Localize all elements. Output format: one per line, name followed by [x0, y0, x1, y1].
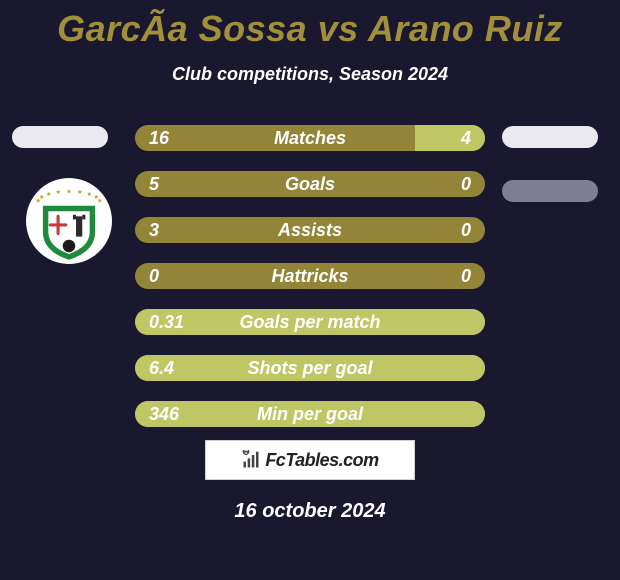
stat-value-left: 6.4	[149, 355, 174, 381]
site-logo-box: FcTables.com	[205, 440, 415, 480]
club-crest	[26, 178, 112, 264]
stat-label: Min per goal	[135, 401, 485, 427]
stat-label: Shots per goal	[135, 355, 485, 381]
page-subtitle: Club competitions, Season 2024	[0, 64, 620, 85]
stat-row: Goals5 0	[135, 171, 485, 197]
stat-label: Goals	[135, 171, 485, 197]
stat-row: Assists3 0	[135, 217, 485, 243]
chart-bars-icon	[241, 450, 261, 470]
stat-value-right: 4	[461, 125, 471, 151]
stat-value-left: 0	[149, 263, 159, 289]
stat-value-left: 0.31	[149, 309, 184, 335]
comparison-bars: Matches164Goals50Assists30Hattricks00Goa…	[135, 125, 485, 447]
player1-badge-placeholder-1	[12, 126, 108, 148]
player2-badge-placeholder-2	[502, 180, 598, 202]
stat-value-left: 16	[149, 125, 169, 151]
footer-date: 16 october 2024	[0, 500, 620, 523]
club-crest-svg	[30, 182, 108, 260]
page-title: GarcÃa Sossa vs Arano Ruiz	[0, 0, 620, 50]
stat-value-right: 0	[461, 217, 471, 243]
site-logo-text: FcTables.com	[265, 450, 378, 471]
stat-value-right: 0	[461, 171, 471, 197]
stat-value-right: 0	[461, 263, 471, 289]
stat-row: Matches16 4	[135, 125, 485, 151]
stat-row: Min per goal346	[135, 401, 485, 427]
stat-row: Goals per match0.31	[135, 309, 485, 335]
stat-row: Shots per goal6.4	[135, 355, 485, 381]
stat-value-left: 5	[149, 171, 159, 197]
stat-value-left: 3	[149, 217, 159, 243]
stat-row: Hattricks0 0	[135, 263, 485, 289]
stat-label: Matches	[135, 125, 485, 151]
stat-label: Hattricks	[135, 263, 485, 289]
stat-label: Assists	[135, 217, 485, 243]
stat-label: Goals per match	[135, 309, 485, 335]
stat-value-left: 346	[149, 401, 179, 427]
player2-badge-placeholder-1	[502, 126, 598, 148]
